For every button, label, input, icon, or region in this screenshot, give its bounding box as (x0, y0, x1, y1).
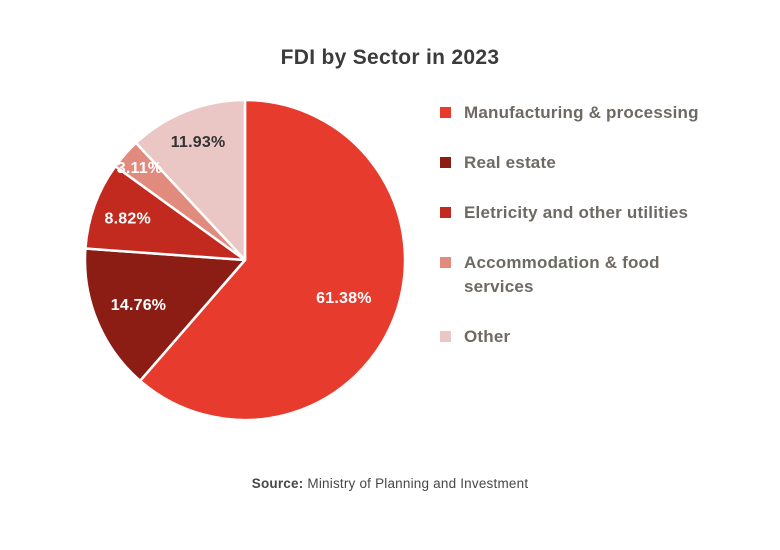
pie-slice-label: 11.93% (171, 134, 226, 151)
legend-item-label: Other (464, 327, 511, 346)
legend-swatch-icon (440, 207, 451, 218)
legend-item: Eletricity and other utilities (440, 201, 702, 225)
pie-chart: 61.38% 14.76% 8.82% 3.11% 11.93% (75, 90, 415, 430)
pie-slice-label: 3.11% (117, 160, 162, 177)
pie-slice-label: 61.38% (316, 290, 371, 307)
legend-item: Accommodation & food services (440, 251, 702, 299)
source-note: Source: Ministry of Planning and Investme… (0, 476, 780, 491)
legend-swatch-icon (440, 257, 451, 268)
legend-swatch-icon (440, 107, 451, 118)
pie-chart-svg: 61.38% 14.76% 8.82% 3.11% 11.93% (83, 98, 407, 422)
legend-swatch-icon (440, 157, 451, 168)
legend-item-label: Eletricity and other utilities (464, 203, 689, 222)
legend-item-label: Accommodation & food services (464, 253, 660, 296)
pie-slice (84, 165, 247, 262)
legend-item-label: Real estate (464, 153, 556, 172)
legend-item: Real estate (440, 151, 702, 175)
source-label: Source: (251, 476, 304, 491)
pie-slice (83, 247, 247, 383)
legend-item: Other (440, 325, 702, 349)
pie-slice-label: 8.82% (105, 210, 151, 227)
pie-slice-label: 14.76% (111, 297, 166, 314)
pie-slice (134, 98, 247, 262)
chart-title: FDI by Sector in 2023 (280, 46, 500, 69)
legend-item-label: Manufacturing & processing (464, 103, 699, 122)
legend-item: Manufacturing & processing (440, 101, 702, 125)
pie-slice (138, 98, 407, 422)
legend-swatch-icon (440, 331, 451, 342)
legend: Manufacturing & processing Real estate Ele… (440, 101, 702, 349)
source-text: Ministry of Planning and Investment (307, 476, 529, 491)
